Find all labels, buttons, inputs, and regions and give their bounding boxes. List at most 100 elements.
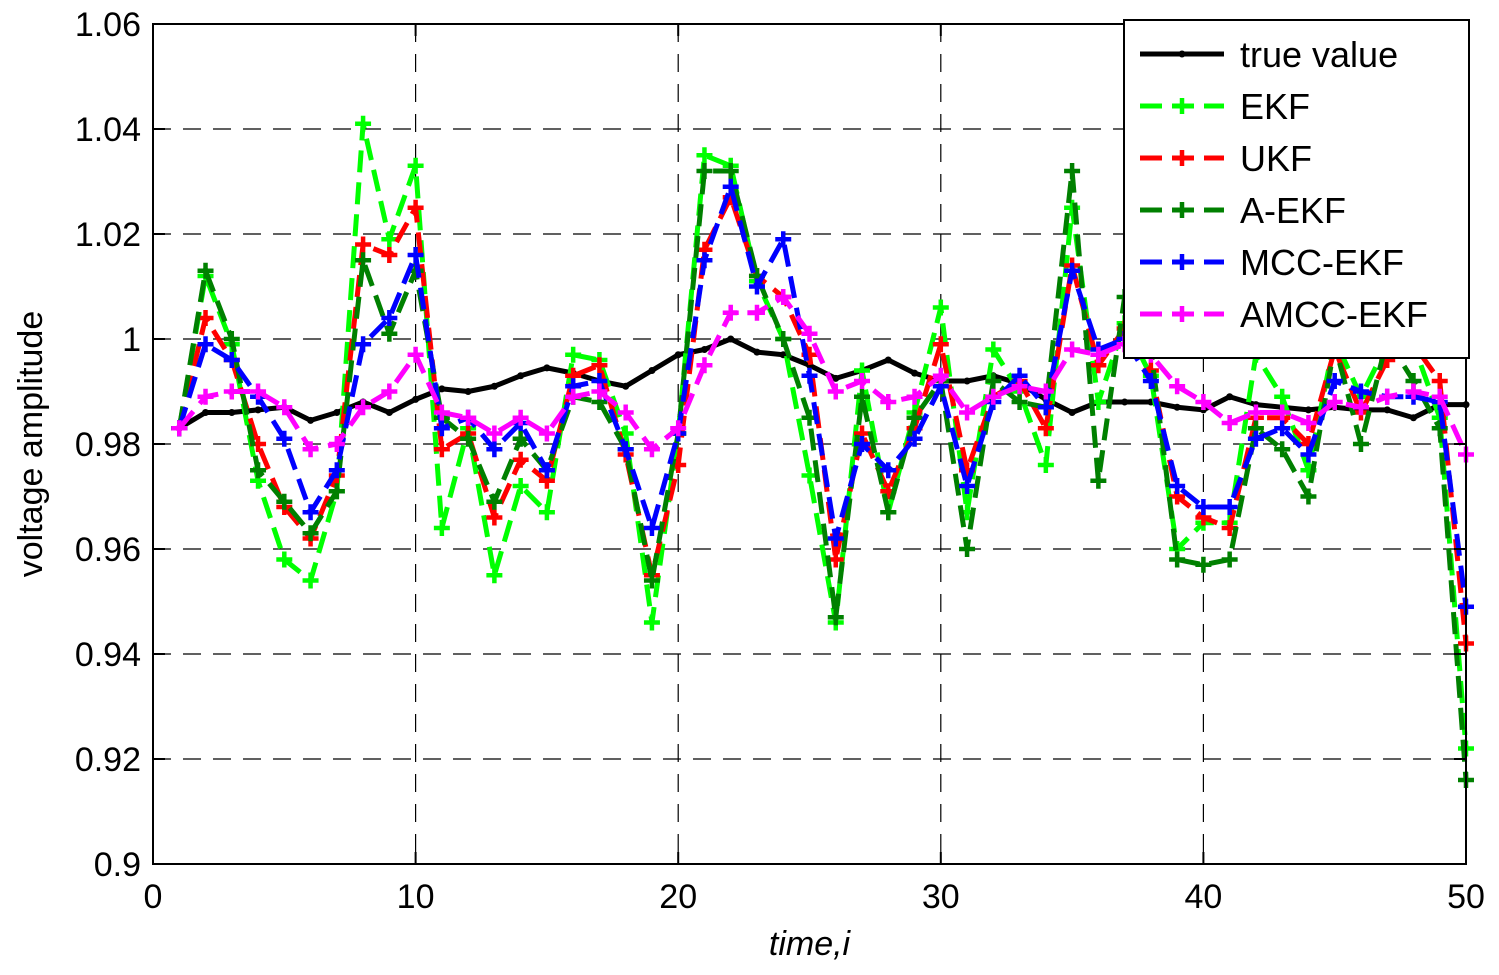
x-tick-label: 50 — [1447, 878, 1485, 916]
data-point — [486, 493, 503, 510]
data-point — [1037, 399, 1054, 416]
data-point — [670, 420, 687, 437]
data-point — [1090, 472, 1107, 489]
data-point — [223, 352, 240, 368]
data-point — [1037, 420, 1054, 437]
series-line — [176, 184, 1469, 608]
data-point — [407, 247, 424, 263]
data-point — [1195, 556, 1212, 573]
data-point — [1352, 436, 1369, 452]
x-tick-label: 20 — [659, 878, 697, 916]
data-point — [1195, 394, 1212, 410]
data-point — [1383, 406, 1391, 414]
legend-marker — [1174, 150, 1190, 166]
data-point — [381, 247, 398, 263]
data-point — [696, 252, 713, 269]
data-point — [985, 388, 1002, 405]
data-point — [355, 336, 372, 353]
data-point — [748, 278, 765, 295]
legend-marker — [1174, 202, 1190, 218]
y-tick-label: 1 — [122, 321, 141, 359]
data-point — [906, 409, 923, 426]
data-point — [486, 425, 503, 442]
data-point — [565, 346, 582, 363]
data-point — [433, 404, 450, 421]
data-point — [223, 331, 240, 347]
data-point — [932, 367, 949, 384]
data-point — [932, 299, 949, 316]
data-point — [932, 336, 949, 353]
data-point — [412, 395, 420, 403]
y-tick-label: 1.04 — [75, 111, 141, 149]
data-point — [775, 231, 792, 248]
legend-entry: MCC-EKF — [1140, 242, 1404, 283]
data-point — [959, 541, 976, 557]
series-line — [176, 194, 1469, 644]
data-point — [407, 199, 424, 216]
data-point — [1326, 373, 1343, 389]
data-point — [801, 367, 818, 384]
data-point — [622, 382, 630, 390]
data-point — [674, 351, 682, 359]
data-point — [464, 388, 472, 395]
data-point — [906, 388, 923, 405]
data-point — [880, 394, 897, 410]
data-point — [333, 409, 341, 416]
data-point — [1169, 478, 1186, 494]
data-point — [1195, 499, 1212, 515]
data-point — [1169, 378, 1186, 395]
data-point — [1221, 499, 1238, 515]
legend-entry: AMCC-EKF — [1140, 294, 1428, 335]
x-tick-label: 0 — [144, 878, 163, 916]
data-point — [538, 425, 555, 442]
y-tick-label: 1.02 — [75, 216, 141, 254]
data-point — [486, 509, 503, 526]
data-point — [617, 404, 634, 421]
data-point — [801, 325, 818, 342]
data-point — [963, 377, 971, 385]
data-point — [538, 462, 555, 479]
data-point — [438, 385, 446, 393]
data-point — [517, 372, 525, 380]
data-point — [1379, 388, 1396, 405]
data-point — [1169, 551, 1186, 568]
data-point — [407, 346, 424, 363]
data-point — [250, 383, 267, 400]
data-point — [543, 364, 551, 372]
data-point — [643, 441, 660, 458]
data-point — [1064, 341, 1081, 358]
data-point — [307, 416, 315, 424]
data-point — [1011, 394, 1028, 410]
data-point — [748, 304, 765, 321]
legend-entry: true value — [1140, 34, 1398, 75]
data-point — [959, 478, 976, 494]
data-point — [854, 373, 871, 389]
x-tick-label: 30 — [922, 878, 960, 916]
data-point — [433, 520, 450, 536]
data-point — [302, 504, 319, 521]
series-amcc-ekf — [171, 289, 1474, 463]
data-point — [197, 262, 214, 279]
data-point — [1274, 388, 1291, 405]
data-point — [722, 163, 739, 179]
data-point — [1037, 457, 1054, 473]
legend-marker — [1174, 254, 1190, 270]
data-point — [1090, 346, 1107, 363]
data-point — [1226, 393, 1234, 401]
data-point — [727, 335, 735, 343]
data-point — [486, 567, 503, 584]
legend-label: AMCC-EKF — [1240, 294, 1428, 335]
data-point — [565, 388, 582, 405]
data-point — [1352, 383, 1369, 400]
data-point — [696, 163, 713, 179]
x-axis-label: time,i — [769, 925, 852, 963]
data-point — [512, 409, 529, 426]
data-point — [1274, 441, 1291, 458]
legend-label: A-EKF — [1240, 190, 1346, 231]
legend-label: MCC-EKF — [1240, 242, 1404, 283]
data-point — [1300, 415, 1317, 431]
data-point — [1274, 404, 1291, 421]
data-point — [381, 383, 398, 400]
data-point — [302, 525, 319, 542]
series-line — [177, 294, 1469, 456]
